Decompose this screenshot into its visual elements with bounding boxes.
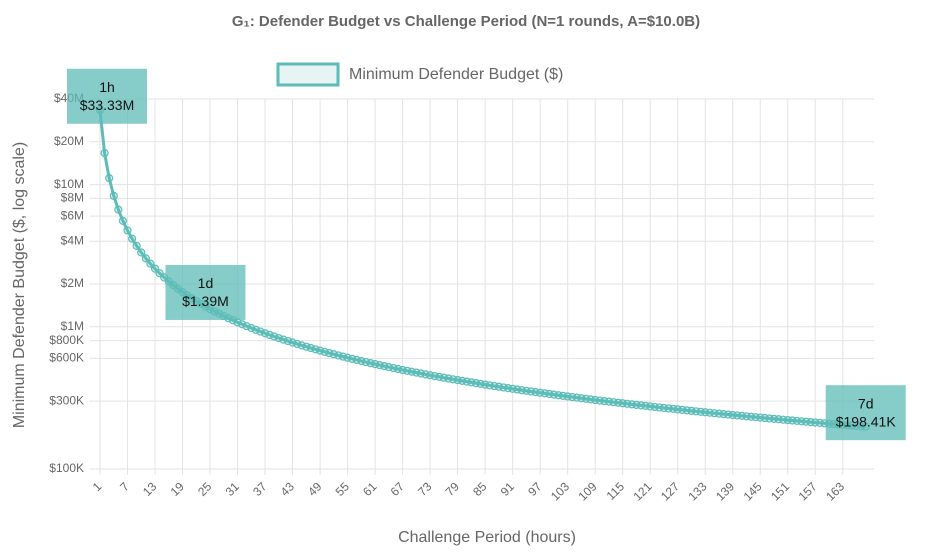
data-point xyxy=(238,320,247,329)
chart-title: G₁: Defender Budget vs Challenge Period … xyxy=(232,13,700,30)
x-tick-label: 91 xyxy=(498,479,518,499)
x-tick-label: 79 xyxy=(443,479,463,499)
x-tick-label: 13 xyxy=(140,479,160,499)
data-point xyxy=(288,338,297,347)
x-tick-label: 19 xyxy=(168,479,188,499)
y-tick-label: $600K xyxy=(49,351,84,365)
data-point xyxy=(242,322,251,331)
data-point xyxy=(127,234,137,243)
data-point xyxy=(297,341,306,350)
y-tick-label: $20M xyxy=(54,134,84,148)
x-tick-label: 67 xyxy=(388,479,408,499)
data-point xyxy=(132,241,141,251)
y-tick-label: $800K xyxy=(49,333,84,347)
x-tick-label: 61 xyxy=(360,479,380,499)
x-tick-label: 7 xyxy=(117,479,132,494)
y-tick-label: $8M xyxy=(61,191,84,205)
y-tick-label: $1M xyxy=(61,319,84,333)
y-axis-title: Minimum Defender Budget ($, log scale) xyxy=(11,142,28,428)
x-tick-label: 139 xyxy=(713,479,737,503)
y-tick-label: $10M xyxy=(54,177,84,191)
data-point xyxy=(293,339,302,349)
x-tick-label: 109 xyxy=(575,479,599,503)
data-point xyxy=(283,336,293,346)
data-point xyxy=(109,191,118,200)
x-tick-label: 157 xyxy=(796,479,820,503)
annotation-label: 7d xyxy=(858,395,874,411)
x-tick-label: 43 xyxy=(278,479,298,499)
x-axis-title: Challenge Period (hours) xyxy=(398,529,576,546)
x-tick-label: 145 xyxy=(741,479,765,503)
data-point xyxy=(311,345,320,354)
x-tick-label: 1 xyxy=(90,479,105,494)
data-point xyxy=(137,248,146,257)
data-point xyxy=(251,325,260,334)
annotation-value: $33.33M xyxy=(80,97,134,113)
data-point xyxy=(100,148,109,158)
x-tick-label: 25 xyxy=(195,479,215,499)
annotation-box xyxy=(825,385,906,441)
data-point xyxy=(105,174,114,183)
x-tick-label: 49 xyxy=(305,479,325,499)
data-point xyxy=(274,333,283,343)
data-point xyxy=(265,330,274,339)
data-point xyxy=(123,226,132,235)
annotation-label: 1h xyxy=(99,79,115,95)
data-point xyxy=(302,342,311,351)
annotation-label: 1d xyxy=(198,275,214,291)
y-tick-label: $4M xyxy=(61,233,84,247)
data-point xyxy=(118,216,128,226)
x-tick-label: 121 xyxy=(631,479,655,503)
x-tick-label: 55 xyxy=(333,479,353,499)
x-tick-label: 73 xyxy=(415,479,435,499)
data-point xyxy=(260,329,270,338)
legend-swatch xyxy=(276,62,340,87)
x-tick-label: 103 xyxy=(548,479,572,503)
x-tick-label: 85 xyxy=(470,479,490,499)
y-tick-label: $2M xyxy=(61,276,84,290)
data-point xyxy=(315,346,325,355)
x-tick-label: 37 xyxy=(250,479,270,499)
x-tick-label: 31 xyxy=(223,479,243,499)
x-tick-label: 97 xyxy=(525,479,545,499)
data-point xyxy=(141,254,150,263)
x-tick-label: 115 xyxy=(604,479,628,503)
data-point xyxy=(256,327,265,336)
x-tick-label: 133 xyxy=(686,479,710,503)
data-point xyxy=(247,323,256,333)
data-point xyxy=(320,347,329,356)
annotation-box xyxy=(67,68,147,124)
data-point xyxy=(270,332,279,341)
annotation-box xyxy=(165,264,246,320)
annotation-value: $198.41K xyxy=(836,413,897,429)
data-point xyxy=(114,205,123,214)
data-point xyxy=(279,335,288,344)
x-tick-label: 127 xyxy=(658,479,682,503)
data-point xyxy=(306,343,316,353)
x-tick-label: 163 xyxy=(823,479,847,503)
y-tick-label: $100K xyxy=(49,461,84,475)
y-tick-label: $6M xyxy=(61,208,84,222)
y-tick-label: $300K xyxy=(49,393,84,407)
x-tick-label: 151 xyxy=(768,479,792,503)
data-point xyxy=(146,259,155,268)
annotation-value: $1.39M xyxy=(182,293,229,309)
legend-label: Minimum Defender Budget ($) xyxy=(349,66,563,83)
